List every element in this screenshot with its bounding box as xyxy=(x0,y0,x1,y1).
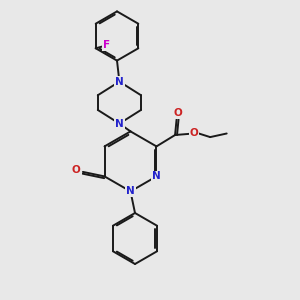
Text: N: N xyxy=(126,186,135,197)
Text: O: O xyxy=(72,165,81,176)
Text: O: O xyxy=(190,128,199,138)
Text: F: F xyxy=(103,40,110,50)
Text: O: O xyxy=(174,108,182,118)
Text: N: N xyxy=(152,171,161,182)
Text: N: N xyxy=(115,76,124,87)
Text: N: N xyxy=(115,118,124,129)
